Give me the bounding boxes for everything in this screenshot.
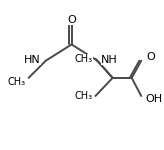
Text: HN: HN [24,55,41,65]
Text: NH: NH [101,55,118,65]
Text: CH₃: CH₃ [74,91,93,101]
Text: CH₃: CH₃ [74,54,93,64]
Text: O: O [146,52,155,62]
Text: OH: OH [145,94,162,104]
Text: CH₃: CH₃ [8,77,26,87]
Text: O: O [67,15,76,25]
